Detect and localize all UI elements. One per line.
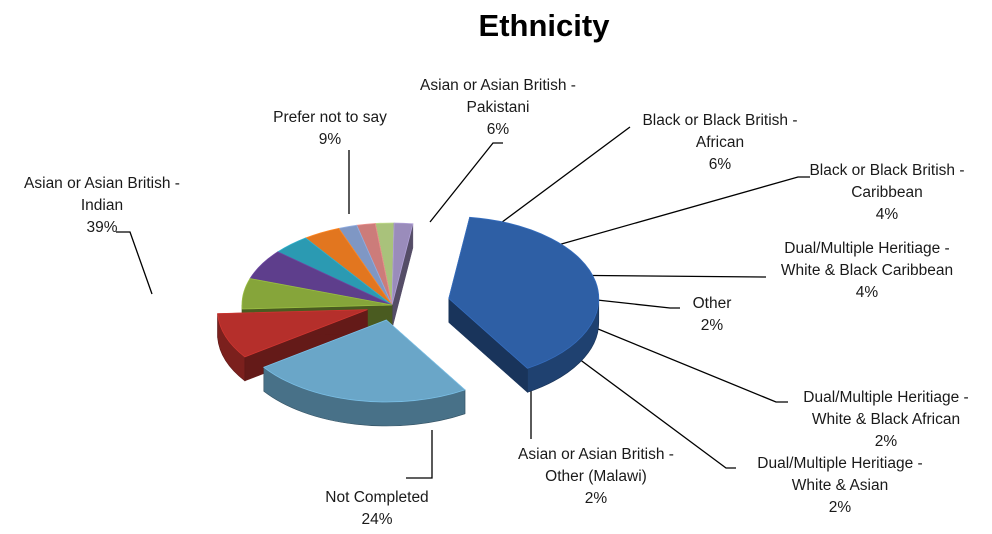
slice-label: Dual/Multiple Heritiage - White & Black A…: [803, 389, 968, 450]
leader-line: [429, 142, 503, 223]
slice-name-line: African: [696, 134, 744, 151]
slice-name-line: Prefer not to say: [273, 109, 387, 126]
slice-percent: 2%: [701, 317, 724, 334]
slice-name-line: Black or Black British -: [809, 162, 964, 179]
slice-top: [241, 278, 393, 310]
slice-name-line: Dual/Multiple Heritiage -: [757, 455, 922, 472]
leader-line: [406, 430, 433, 479]
leader-line: [539, 329, 736, 469]
slice-label: Other 2%: [693, 295, 732, 334]
slice-name-line: White & Asian: [792, 477, 889, 494]
slice-top: [262, 319, 466, 403]
slice-percent: 2%: [585, 490, 608, 507]
chart-title: Ethnicity: [479, 8, 611, 43]
slice-percent: 6%: [709, 156, 732, 173]
leader-line: [116, 231, 153, 295]
slice-percent: 9%: [319, 131, 342, 148]
leader-lines: [116, 126, 810, 479]
slice-name-line: Dual/Multiple Heritiage -: [784, 240, 949, 257]
slice-label: Dual/Multiple Heritiage - White & Asian 2%: [757, 455, 922, 516]
slice-label: Not Completed 24%: [325, 489, 428, 528]
slice-name-line: Other (Malawi): [545, 468, 647, 485]
slice-top: [391, 222, 414, 306]
leader-line: [511, 176, 810, 259]
pie-slice: [262, 319, 466, 427]
slice-label: Black or Black British - African 6%: [642, 112, 797, 173]
pie-slices: [217, 216, 600, 427]
slice-top: [217, 309, 368, 358]
slice-name-line: Asian or Asian British -: [420, 77, 576, 94]
slice-name-line: Asian or Asian British -: [518, 446, 674, 463]
slice-percent: 4%: [876, 206, 899, 223]
slice-label: Dual/Multiple Heritiage - White & Black C…: [781, 240, 953, 301]
slice-label: Asian or Asian British - Pakistani 6%: [420, 77, 576, 138]
slice-label: Asian or Asian British - Indian 39%: [24, 175, 180, 236]
slice-name-line: White & Black Caribbean: [781, 262, 953, 279]
slice-labels: Asian or Asian British - Indian 39% Not Com…: [24, 77, 969, 528]
leader-line: [541, 305, 788, 403]
slice-percent: 2%: [829, 499, 852, 516]
pie-slice: [391, 222, 414, 330]
slice-name-line: Dual/Multiple Heritiage -: [803, 389, 968, 406]
slice-name-line: Pakistani: [467, 99, 530, 116]
slice-percent: 4%: [856, 284, 879, 301]
slice-name-line: Asian or Asian British -: [24, 175, 180, 192]
slice-name-line: Other: [693, 295, 732, 312]
slice-name-line: Caribbean: [851, 184, 923, 201]
slice-percent: 2%: [875, 433, 898, 450]
slice-percent: 39%: [86, 219, 117, 236]
slice-name-line: Indian: [81, 197, 123, 214]
slice-label: Prefer not to say 9%: [273, 109, 387, 148]
slice-label: Asian or Asian British - Other (Malawi) 2%: [518, 446, 674, 507]
leader-line: [477, 126, 631, 241]
slice-name-line: White & Black African: [812, 411, 960, 428]
slice-name-line: Black or Black British -: [642, 112, 797, 129]
pie-slice: [448, 216, 600, 393]
slice-label: Black or Black British - Caribbean 4%: [809, 162, 964, 223]
slice-top: [448, 216, 600, 369]
slice-percent: 6%: [487, 121, 510, 138]
slice-name-line: Not Completed: [325, 489, 428, 506]
slice-percent: 24%: [361, 511, 392, 528]
